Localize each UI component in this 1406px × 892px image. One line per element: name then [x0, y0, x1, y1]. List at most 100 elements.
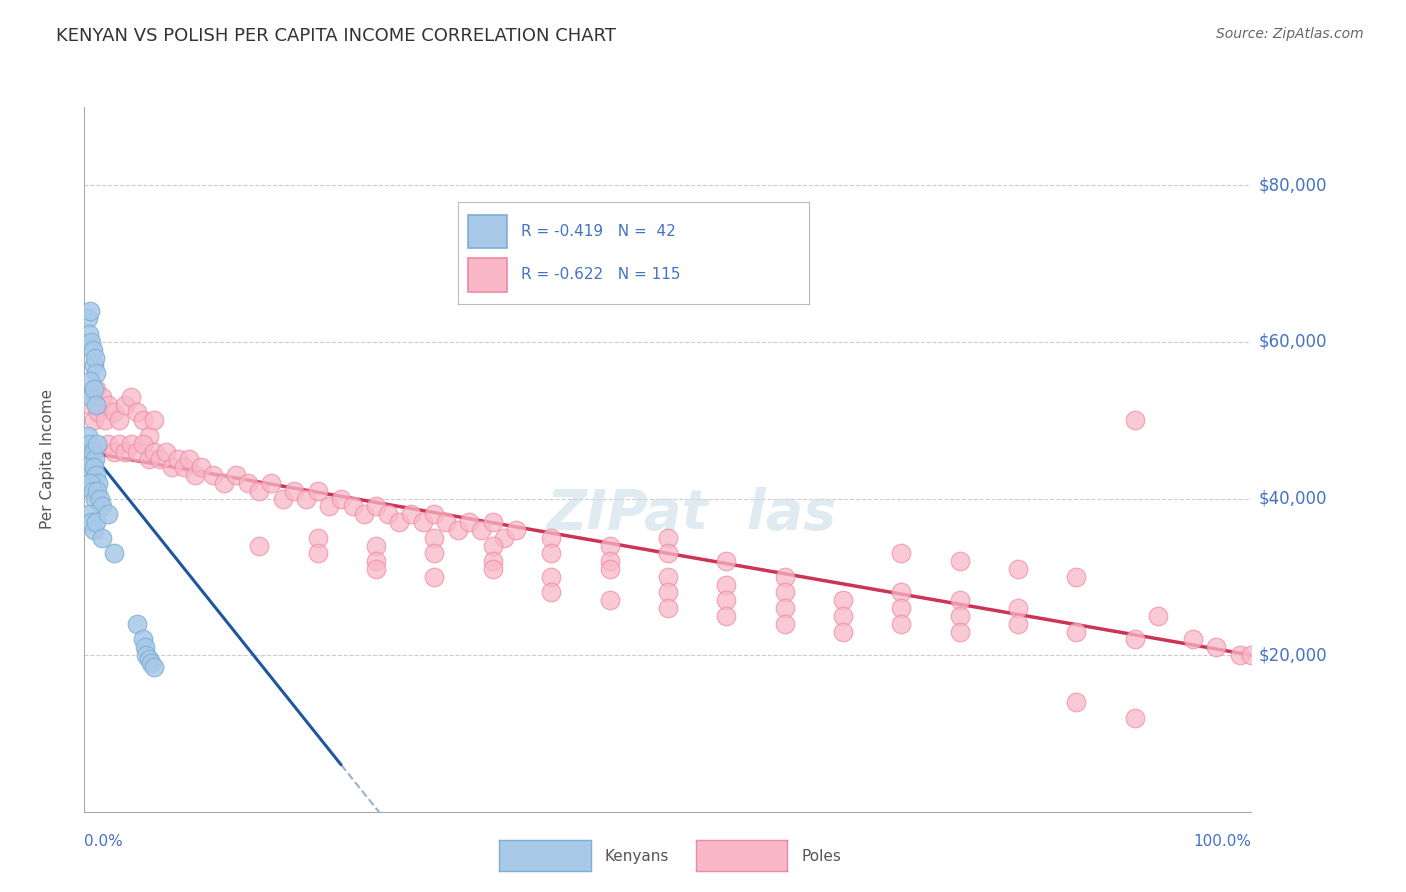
Point [94, 413, 117, 427]
Point [1007, 616, 1029, 631]
Point [83, 491, 105, 506]
Point [125, 616, 148, 631]
Text: Per Capita Income: Per Capita Income [41, 389, 55, 530]
Point [949, 593, 972, 607]
Point [103, 546, 125, 560]
Point [1181, 632, 1204, 647]
Point [447, 523, 470, 537]
Point [412, 515, 434, 529]
Point [87, 475, 110, 490]
Point [82, 444, 104, 458]
Point [138, 652, 160, 666]
Point [318, 500, 340, 514]
Point [599, 554, 621, 568]
Point [295, 491, 318, 506]
Point [716, 593, 738, 607]
Point [1229, 648, 1251, 662]
Point [83, 452, 105, 467]
Point [149, 452, 172, 467]
Point [79, 475, 101, 490]
Point [125, 405, 148, 419]
Point [540, 531, 562, 545]
Point [86, 483, 108, 498]
Point [949, 554, 972, 568]
Text: $40,000: $40,000 [1258, 490, 1327, 508]
Point [599, 539, 621, 553]
Point [225, 468, 247, 483]
Point [1205, 640, 1227, 655]
Point [773, 601, 796, 615]
Point [388, 515, 411, 529]
Text: Kenyans: Kenyans [605, 849, 669, 863]
Point [657, 601, 679, 615]
Point [1007, 562, 1029, 576]
Point [82, 343, 104, 357]
Point [949, 624, 972, 639]
Point [773, 616, 796, 631]
Point [201, 468, 224, 483]
Point [190, 460, 212, 475]
Point [103, 405, 125, 419]
Point [143, 444, 166, 458]
Point [97, 398, 120, 412]
Point [79, 436, 101, 450]
Point [330, 491, 353, 506]
Point [307, 546, 329, 560]
Point [481, 539, 505, 553]
Point [599, 593, 621, 607]
Bar [468, 215, 508, 248]
Text: Source: ZipAtlas.com: Source: ZipAtlas.com [1216, 27, 1364, 41]
Point [366, 562, 388, 576]
Text: R = -0.622   N = 115: R = -0.622 N = 115 [522, 268, 681, 283]
Point [83, 351, 105, 365]
Point [86, 436, 108, 450]
Point [77, 327, 100, 342]
Point [540, 570, 562, 584]
Point [423, 546, 446, 560]
Point [87, 405, 110, 419]
Text: ZIPat  las: ZIPat las [546, 487, 837, 541]
Point [143, 660, 166, 674]
Point [83, 359, 105, 373]
Point [399, 507, 422, 521]
Point [1123, 711, 1146, 725]
Text: 0.0%: 0.0% [84, 834, 124, 849]
Point [716, 554, 738, 568]
Point [773, 585, 796, 599]
Point [1123, 413, 1146, 427]
Point [470, 523, 492, 537]
Point [155, 444, 177, 458]
Point [481, 562, 505, 576]
Point [773, 570, 796, 584]
Point [79, 303, 101, 318]
Text: Poles: Poles [801, 849, 841, 863]
Point [108, 413, 131, 427]
Point [307, 531, 329, 545]
Point [890, 601, 912, 615]
Point [271, 491, 294, 506]
Point [1066, 570, 1088, 584]
Point [82, 483, 104, 498]
Point [83, 413, 105, 427]
Point [214, 475, 236, 490]
Point [949, 609, 972, 624]
Point [657, 531, 679, 545]
Point [890, 616, 912, 631]
Point [657, 585, 679, 599]
Point [832, 593, 855, 607]
Point [108, 436, 131, 450]
Point [481, 515, 505, 529]
Point [423, 507, 446, 521]
Point [1066, 695, 1088, 709]
Point [247, 539, 270, 553]
Point [103, 444, 125, 458]
Point [138, 452, 160, 467]
Point [366, 554, 388, 568]
Point [132, 413, 155, 427]
Point [173, 460, 195, 475]
Point [84, 515, 107, 529]
Point [716, 577, 738, 591]
Point [97, 507, 120, 521]
Point [540, 585, 562, 599]
Point [434, 515, 457, 529]
